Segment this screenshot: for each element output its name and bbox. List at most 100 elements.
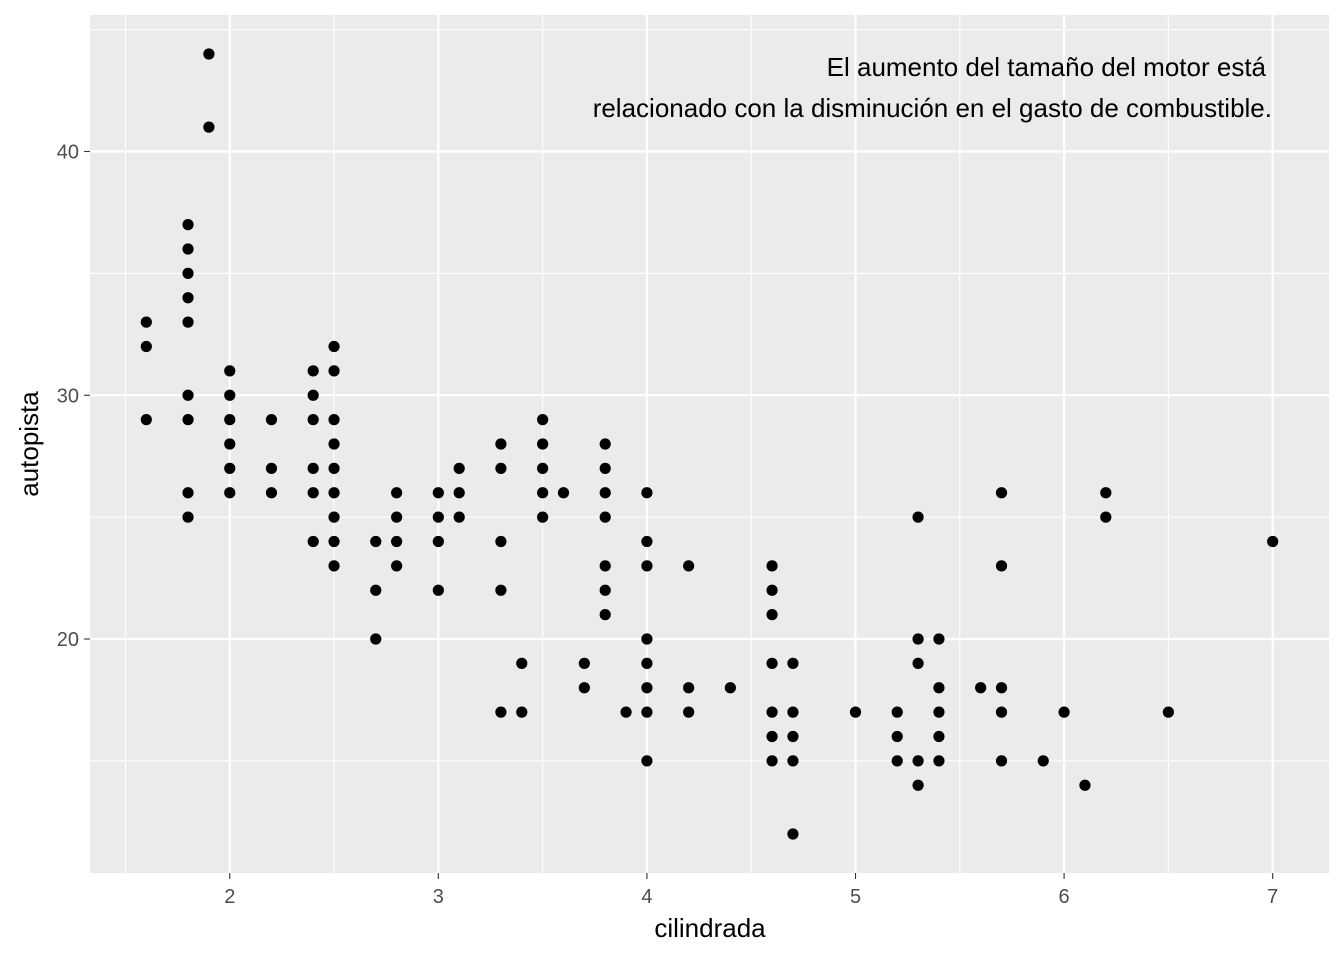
data-point <box>599 438 611 450</box>
data-point <box>495 462 507 474</box>
data-point <box>224 389 236 401</box>
data-point <box>537 438 549 450</box>
data-point <box>724 682 736 694</box>
y-axis: 20 30 40 <box>57 142 90 651</box>
data-point <box>1037 755 1049 767</box>
data-point <box>307 365 319 377</box>
y-tick-label: 20 <box>57 629 79 651</box>
data-point <box>766 706 778 718</box>
x-tick-label: 4 <box>641 886 652 908</box>
data-point <box>912 633 924 645</box>
data-point <box>683 682 695 694</box>
data-point <box>641 560 653 572</box>
data-point <box>265 487 278 499</box>
data-point <box>328 414 340 426</box>
data-point <box>182 389 194 401</box>
data-point <box>557 487 570 499</box>
data-point <box>891 706 903 718</box>
y-tick-label: 30 <box>57 385 79 407</box>
data-point <box>1100 511 1112 523</box>
data-point <box>912 657 924 669</box>
annotation-line-2: relacionado con la disminución en el gas… <box>593 93 1272 123</box>
plot-panel <box>90 15 1329 873</box>
data-point <box>683 706 695 718</box>
major-gridlines <box>90 15 1329 873</box>
data-point <box>599 511 611 523</box>
data-point <box>391 535 403 548</box>
data-point <box>182 292 194 304</box>
data-point <box>766 730 778 743</box>
data-point <box>307 462 319 474</box>
data-point <box>182 487 194 499</box>
data-point <box>328 511 340 523</box>
data-point <box>995 755 1008 767</box>
data-point <box>1100 487 1112 499</box>
data-point <box>453 487 465 499</box>
data-point <box>1079 779 1091 791</box>
data-point <box>370 633 382 645</box>
data-point <box>641 487 653 499</box>
data-point <box>641 682 653 694</box>
data-point <box>933 730 945 743</box>
data-point <box>641 657 653 669</box>
data-point <box>224 438 236 450</box>
data-point <box>265 462 278 474</box>
data-point <box>766 609 778 621</box>
data-point <box>370 535 382 548</box>
data-point <box>787 706 799 718</box>
x-tick-label: 3 <box>433 886 444 908</box>
data-points <box>140 48 1279 840</box>
data-point <box>432 511 444 523</box>
data-point <box>995 487 1008 499</box>
data-point <box>1162 706 1174 718</box>
y-axis-title: autopista <box>14 391 44 497</box>
data-point <box>766 584 778 596</box>
data-point <box>203 48 215 60</box>
x-tick-label: 5 <box>850 886 861 908</box>
data-point <box>182 316 194 328</box>
data-point <box>328 438 340 450</box>
x-axis-title: cilindrada <box>654 913 766 943</box>
data-point <box>516 706 528 718</box>
data-point <box>328 535 340 548</box>
x-tick-label: 7 <box>1267 886 1278 908</box>
data-point <box>140 316 152 328</box>
data-point <box>537 487 549 499</box>
data-point <box>787 730 799 743</box>
data-point <box>203 121 215 133</box>
data-point <box>599 609 611 621</box>
data-point <box>599 560 611 572</box>
data-point <box>432 487 444 499</box>
data-point <box>140 340 152 353</box>
minor-gridlines <box>90 15 1329 873</box>
data-point <box>933 682 945 694</box>
data-point <box>1267 535 1279 548</box>
data-point <box>432 535 444 548</box>
data-point <box>599 462 611 474</box>
x-tick-label: 2 <box>224 886 235 908</box>
data-point <box>328 340 340 353</box>
data-point <box>975 682 987 694</box>
data-point <box>891 755 903 767</box>
data-point <box>224 487 236 499</box>
x-axis: 2 3 4 5 6 7 <box>224 873 1278 908</box>
data-point <box>995 706 1008 718</box>
data-point <box>641 535 653 548</box>
data-point <box>641 633 653 645</box>
data-point <box>391 487 403 499</box>
data-point <box>495 535 507 548</box>
data-point <box>641 706 653 718</box>
data-point <box>328 487 340 499</box>
data-point <box>891 730 903 743</box>
x-tick-label: 6 <box>1059 886 1070 908</box>
data-point <box>766 560 778 572</box>
data-point <box>453 462 465 474</box>
data-point <box>787 828 799 840</box>
data-point <box>641 755 653 767</box>
data-point <box>328 365 340 377</box>
data-point <box>766 755 778 767</box>
data-point <box>182 511 194 523</box>
data-point <box>516 657 528 669</box>
data-point <box>578 682 590 694</box>
data-point <box>933 706 945 718</box>
